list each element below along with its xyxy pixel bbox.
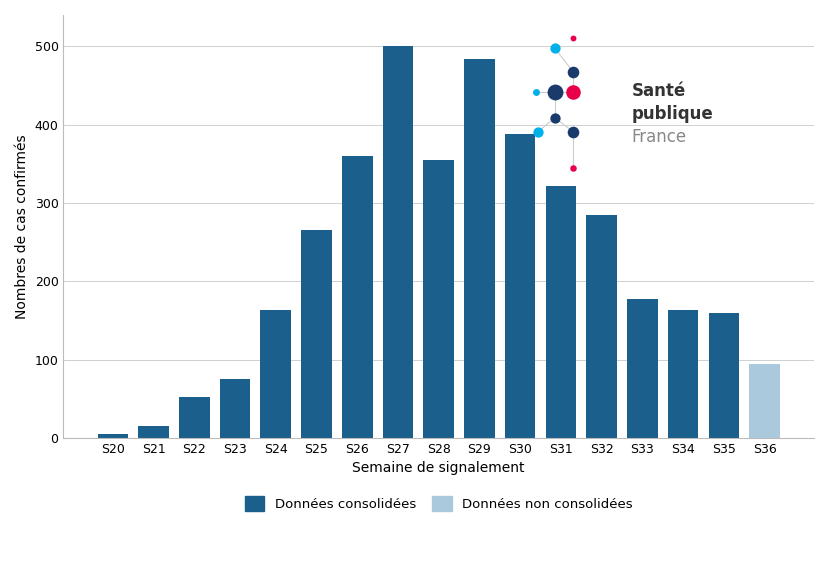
- Bar: [260, 310, 291, 438]
- Point: [566, 87, 580, 97]
- Bar: [301, 231, 331, 438]
- Point: [566, 68, 580, 77]
- Text: Santé
publique: Santé publique: [631, 82, 713, 123]
- Point: [531, 127, 544, 136]
- Bar: [749, 364, 779, 438]
- Point: [528, 87, 542, 97]
- Bar: [504, 134, 535, 438]
- Bar: [464, 59, 494, 438]
- Bar: [626, 299, 657, 438]
- Point: [547, 87, 561, 97]
- Bar: [383, 47, 412, 438]
- Point: [566, 127, 580, 136]
- Bar: [545, 186, 575, 438]
- Bar: [341, 156, 372, 438]
- Bar: [179, 396, 209, 438]
- Bar: [98, 434, 128, 438]
- Bar: [585, 215, 616, 438]
- Bar: [423, 160, 454, 438]
- Bar: [708, 313, 739, 438]
- Text: France: France: [631, 128, 686, 146]
- Point: [547, 113, 561, 122]
- Bar: [138, 425, 169, 438]
- Point: [547, 44, 561, 53]
- X-axis label: Semaine de signalement: Semaine de signalement: [352, 461, 524, 475]
- Y-axis label: Nombres de cas confirmés: Nombres de cas confirmés: [15, 134, 29, 319]
- Legend: Données consolidées, Données non consolidées: Données consolidées, Données non consoli…: [239, 491, 638, 516]
- Bar: [219, 379, 250, 438]
- Point: [566, 163, 580, 172]
- Point: [566, 34, 580, 43]
- Bar: [667, 310, 697, 438]
